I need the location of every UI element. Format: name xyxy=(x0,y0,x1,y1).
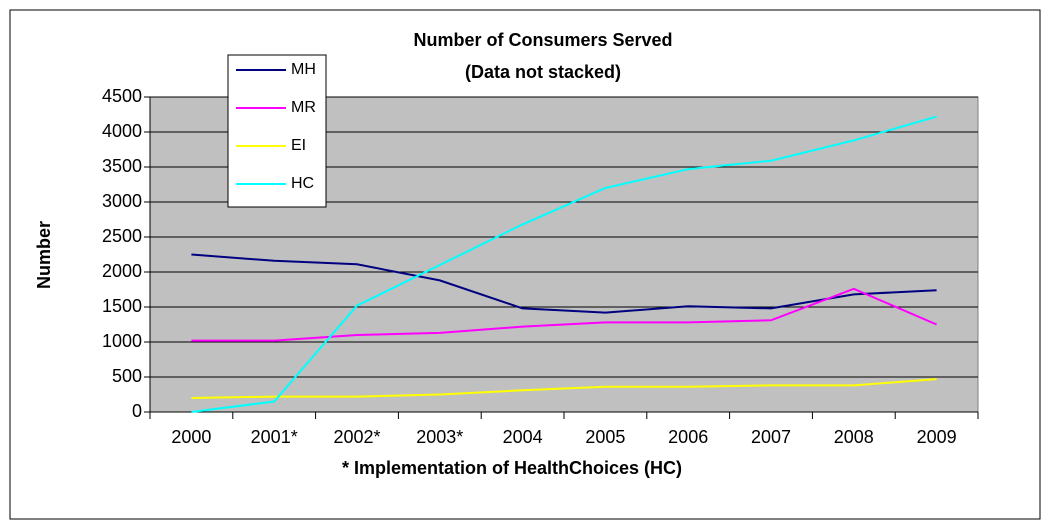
series-line xyxy=(191,115,937,413)
x-tick-label: 2006 xyxy=(668,427,708,447)
x-tick-label: 2001* xyxy=(251,427,298,447)
chart-title: Number of Consumers Served xyxy=(413,30,672,50)
y-tick-label: 500 xyxy=(112,366,142,386)
series-line xyxy=(191,287,937,342)
y-tick-label: 3000 xyxy=(102,191,142,211)
x-tick-label: 2005 xyxy=(585,427,625,447)
legend-box xyxy=(227,54,327,208)
y-tick-label: 1000 xyxy=(102,331,142,351)
x-tick-label: 2000 xyxy=(171,427,211,447)
legend-label: MH xyxy=(291,61,316,78)
y-tick-label: 2500 xyxy=(102,226,142,246)
series-line xyxy=(191,253,937,314)
y-tick-label: 1500 xyxy=(102,296,142,316)
x-tick-label: 2008 xyxy=(834,427,874,447)
x-axis-label: * Implementation of HealthChoices (HC) xyxy=(342,458,682,478)
x-tick-label: 2002* xyxy=(333,427,380,447)
x-tick-label: 2003* xyxy=(416,427,463,447)
legend-label: EI xyxy=(291,137,306,154)
x-tick-label: 2007 xyxy=(751,427,791,447)
legend-label: HC xyxy=(291,175,314,192)
y-tick-label: 2000 xyxy=(102,261,142,281)
legend-label: MR xyxy=(291,99,316,116)
x-tick-label: 2009 xyxy=(917,427,957,447)
y-tick-label: 4000 xyxy=(102,121,142,141)
chart-subtitle: (Data not stacked) xyxy=(465,62,621,82)
y-tick-label: 4500 xyxy=(102,86,142,106)
series-line xyxy=(191,378,937,399)
y-axis-label: Number xyxy=(34,221,54,289)
x-tick-label: 2004 xyxy=(503,427,543,447)
y-tick-label: 0 xyxy=(132,401,142,421)
y-tick-label: 3500 xyxy=(102,156,142,176)
